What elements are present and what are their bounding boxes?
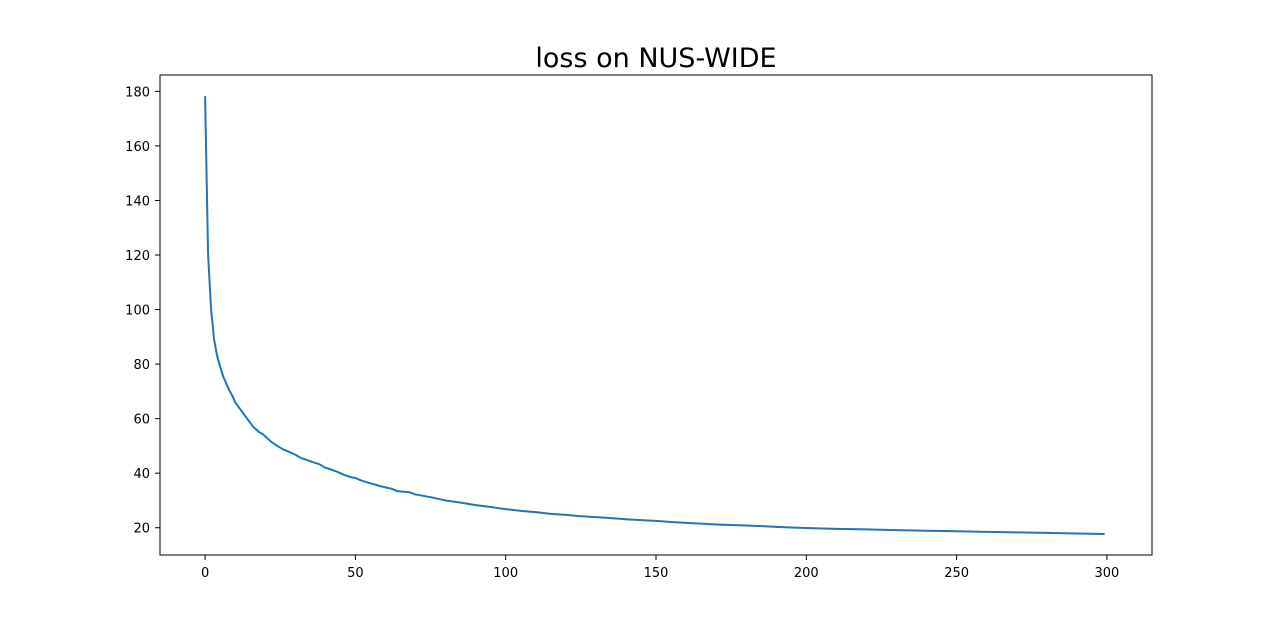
x-tick-label: 250 — [944, 566, 969, 581]
x-tick-label: 100 — [493, 566, 518, 581]
y-tick-label: 180 — [125, 85, 150, 100]
chart-title: loss on NUS-WIDE — [535, 43, 776, 74]
y-tick-label: 80 — [133, 358, 150, 373]
x-tick-label: 150 — [644, 566, 669, 581]
x-axis: 0 50 100 150 200 250 300 — [201, 555, 1119, 581]
y-tick-label: 160 — [125, 140, 150, 155]
x-tick-label: 200 — [794, 566, 819, 581]
x-tick-label: 0 — [201, 566, 209, 581]
y-tick-label: 100 — [125, 304, 150, 319]
x-tick-label: 50 — [347, 566, 364, 581]
y-tick-label: 60 — [133, 413, 150, 428]
y-tick-label: 20 — [133, 522, 150, 537]
plot-frame — [159, 74, 1153, 556]
y-tick-label: 140 — [125, 194, 150, 209]
y-tick-label: 40 — [133, 467, 150, 482]
series-layer — [204, 95, 1105, 535]
x-tick-label: 300 — [1094, 566, 1119, 581]
loss-series-line — [204, 95, 1105, 535]
y-tick-label: 120 — [125, 249, 150, 264]
y-axis: 20 40 60 80 100 120 140 160 180 — [125, 85, 160, 537]
